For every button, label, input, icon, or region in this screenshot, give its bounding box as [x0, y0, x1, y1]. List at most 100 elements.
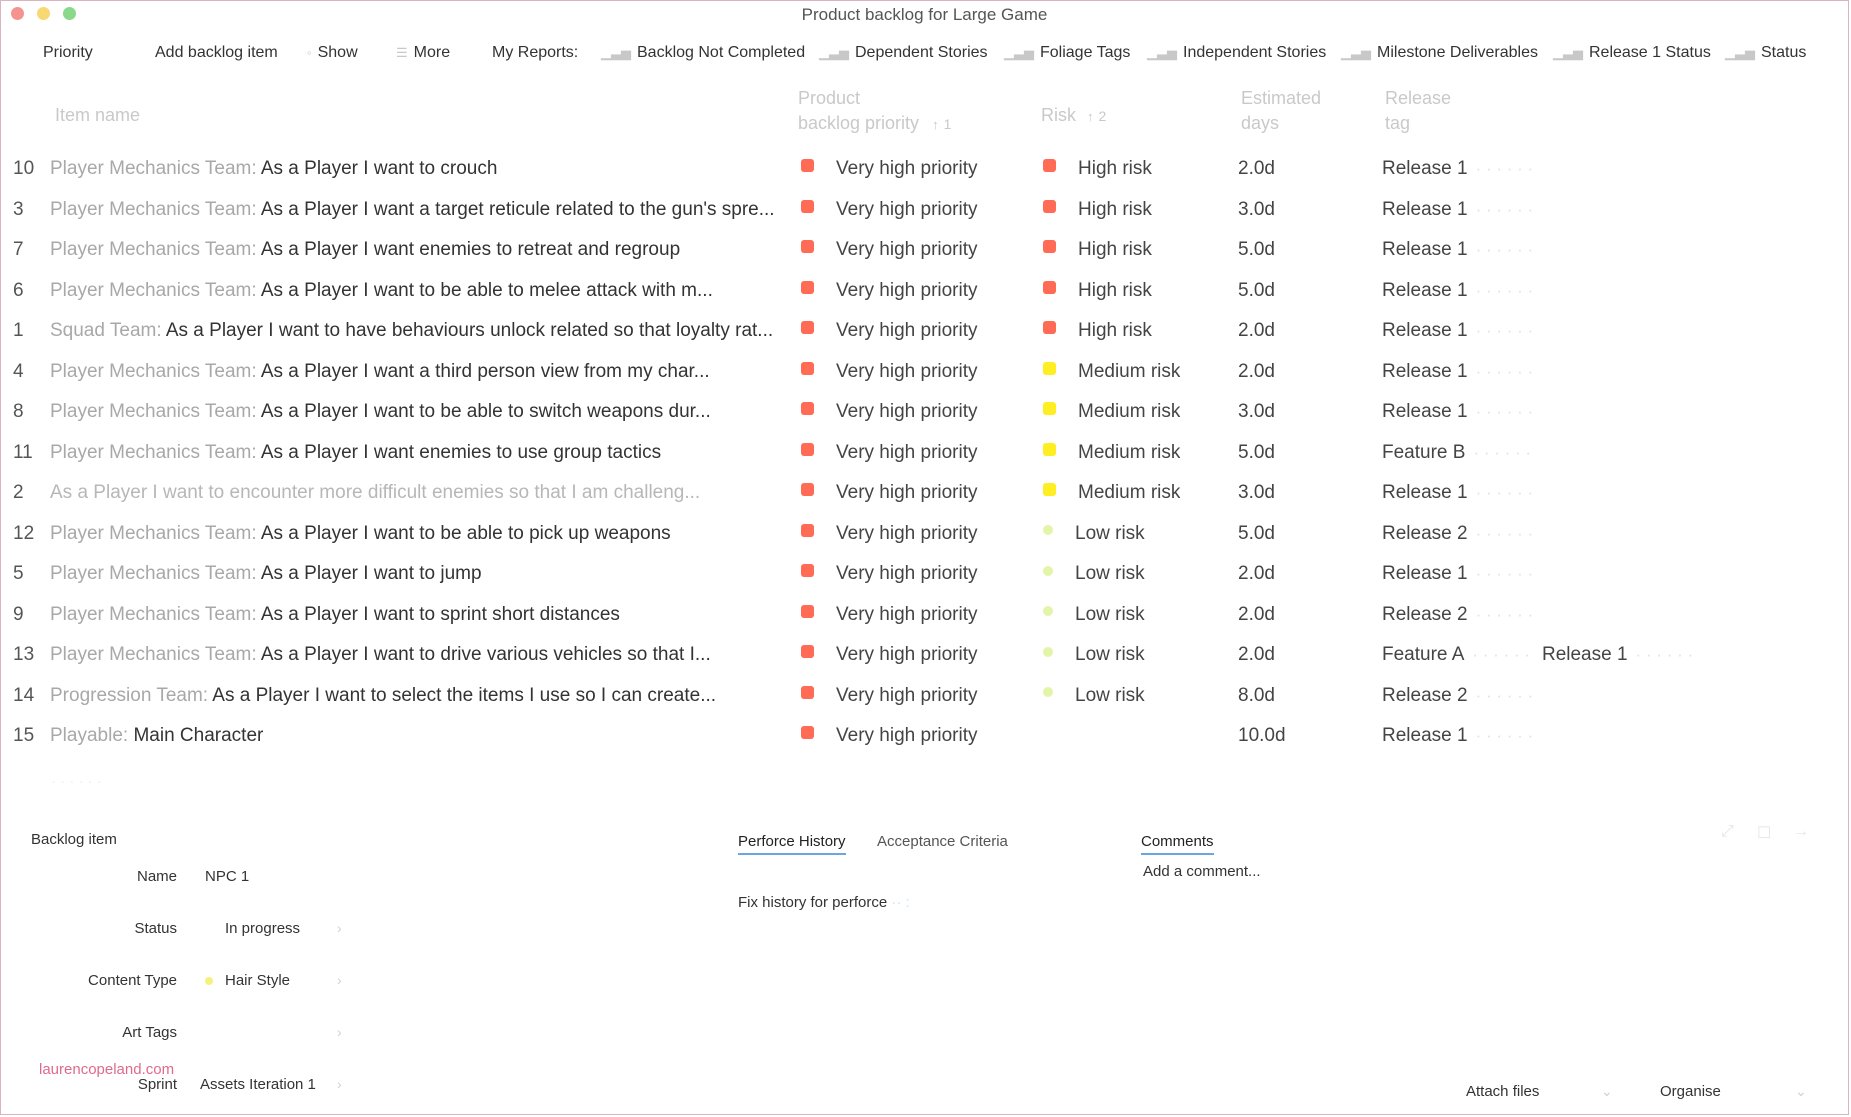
- priority-cell[interactable]: Very high priority: [801, 190, 978, 230]
- chevron-right-icon[interactable]: ›: [337, 920, 342, 936]
- release-tag-cell[interactable]: Release 1 · · · · · ·: [1382, 352, 1545, 392]
- item-name-cell[interactable]: Progression Team: As a Player I want to …: [50, 676, 780, 716]
- estimated-days-cell[interactable]: 2.0d: [1238, 603, 1275, 625]
- field-value-name[interactable]: NPC 1: [205, 868, 250, 885]
- table-row[interactable]: 8 Player Mechanics Team: As a Player I wa…: [1, 392, 1848, 432]
- risk-cell[interactable]: Low risk: [1043, 514, 1145, 554]
- item-name-cell[interactable]: Player Mechanics Team: As a Player I wan…: [50, 514, 780, 554]
- chevron-down-icon[interactable]: ⌄: [1601, 1083, 1613, 1099]
- table-row[interactable]: 12 Player Mechanics Team: As a Player I w…: [1, 514, 1848, 554]
- release-tag-cell[interactable]: Release 1 · · · · · ·: [1382, 311, 1545, 351]
- item-name-cell[interactable]: Player Mechanics Team: As a Player I wan…: [50, 230, 780, 270]
- release-tag-cell[interactable]: Release 2 · · · · · ·: [1382, 676, 1545, 716]
- priority-cell[interactable]: Very high priority: [801, 433, 978, 473]
- release-tag-cell[interactable]: Feature B · · · · · ·: [1382, 433, 1543, 473]
- organise-button[interactable]: Organise: [1660, 1083, 1721, 1100]
- table-row[interactable]: 7 Player Mechanics Team: As a Player I wa…: [1, 230, 1848, 270]
- release-tag-cell[interactable]: Release 1 · · · · · ·: [1382, 190, 1545, 230]
- table-row[interactable]: 2 As a Player I want to encounter more di…: [1, 473, 1848, 513]
- comment-input[interactable]: Add a comment...: [1143, 863, 1261, 880]
- estimated-days-cell[interactable]: 5.0d: [1238, 279, 1275, 301]
- report-status[interactable]: ▁▃▅ Status: [1725, 44, 1806, 62]
- add-backlog-item-button[interactable]: Add backlog item: [155, 44, 278, 61]
- close-window-button[interactable]: [11, 7, 24, 20]
- release-tag-cell[interactable]: Feature A · · · · · · Release 1 · · · · · ·: [1382, 635, 1705, 675]
- more-button[interactable]: ☰ More: [396, 44, 450, 62]
- chevron-right-icon[interactable]: ›: [337, 1076, 342, 1092]
- estimated-days-cell[interactable]: 3.0d: [1238, 198, 1275, 220]
- risk-cell[interactable]: Low risk: [1043, 635, 1145, 675]
- priority-cell[interactable]: Very high priority: [801, 514, 978, 554]
- expand-icon[interactable]: ⤢: [1721, 823, 1734, 840]
- priority-button[interactable]: Priority: [43, 44, 93, 61]
- risk-cell[interactable]: High risk: [1043, 230, 1152, 270]
- chevron-right-icon[interactable]: ›: [337, 1024, 342, 1040]
- item-name-cell[interactable]: Player Mechanics Team: As a Player I wan…: [50, 271, 780, 311]
- column-release-tag[interactable]: Release tag: [1385, 86, 1451, 136]
- estimated-days-cell[interactable]: 5.0d: [1238, 522, 1275, 544]
- tab-acceptance-criteria[interactable]: Acceptance Criteria: [877, 833, 1008, 850]
- risk-cell[interactable]: High risk: [1043, 190, 1152, 230]
- item-name-cell[interactable]: Player Mechanics Team: As a Player I wan…: [50, 352, 780, 392]
- priority-cell[interactable]: Very high priority: [801, 635, 978, 675]
- estimated-days-cell[interactable]: 3.0d: [1238, 401, 1275, 422]
- release-tag-cell[interactable]: Release 2 · · · · · ·: [1382, 595, 1545, 635]
- priority-cell[interactable]: Very high priority: [801, 676, 978, 716]
- table-row[interactable]: 9 Player Mechanics Team: As a Player I wa…: [1, 595, 1848, 635]
- item-name-cell[interactable]: Player Mechanics Team: As a Player I wan…: [50, 190, 780, 230]
- tab-comments[interactable]: Comments: [1141, 833, 1214, 855]
- table-row[interactable]: 10 Player Mechanics Team: As a Player I w…: [1, 149, 1848, 189]
- estimated-days-cell[interactable]: 10.0d: [1238, 725, 1286, 746]
- estimated-days-cell[interactable]: 2.0d: [1238, 320, 1275, 341]
- risk-cell[interactable]: Medium risk: [1043, 352, 1180, 392]
- collapse-icon[interactable]: →: [1793, 823, 1809, 840]
- table-row[interactable]: 6 Player Mechanics Team: As a Player I wa…: [1, 271, 1848, 311]
- chevron-down-icon[interactable]: ⌄: [1795, 1083, 1807, 1099]
- risk-cell[interactable]: Medium risk: [1043, 392, 1180, 432]
- column-estimated-days[interactable]: Estimated days: [1241, 86, 1321, 136]
- item-name-cell[interactable]: Player Mechanics Team: As a Player I wan…: [50, 392, 780, 432]
- estimated-days-cell[interactable]: 2.0d: [1238, 158, 1275, 179]
- risk-cell[interactable]: Medium risk: [1043, 433, 1180, 473]
- release-tag-cell[interactable]: Release 1 · · · · · ·: [1382, 149, 1545, 189]
- table-row[interactable]: 4 Player Mechanics Team: As a Player I wa…: [1, 352, 1848, 392]
- priority-cell[interactable]: Very high priority: [801, 230, 978, 270]
- estimated-days-cell[interactable]: 5.0d: [1238, 239, 1275, 260]
- priority-cell[interactable]: Very high priority: [801, 149, 978, 189]
- field-value-sprint[interactable]: Assets Iteration 1: [200, 1076, 316, 1093]
- risk-cell[interactable]: Low risk: [1043, 595, 1145, 635]
- risk-cell[interactable]: Low risk: [1043, 554, 1145, 594]
- item-name-cell[interactable]: Playable: Main Character: [50, 716, 780, 756]
- risk-cell[interactable]: High risk: [1043, 311, 1152, 351]
- item-name-cell[interactable]: As a Player I want to encounter more dif…: [50, 473, 780, 513]
- field-value-status[interactable]: In progress: [225, 920, 301, 937]
- risk-cell[interactable]: High risk: [1043, 149, 1152, 189]
- estimated-days-cell[interactable]: 8.0d: [1238, 684, 1275, 706]
- column-risk[interactable]: Risk ↑ 2: [1041, 105, 1107, 125]
- priority-cell[interactable]: Very high priority: [801, 392, 978, 432]
- release-tag-cell[interactable]: Release 1 · · · · · ·: [1382, 392, 1545, 432]
- report-backlog-not-completed[interactable]: ▁▃▅ Backlog Not Completed: [601, 44, 805, 62]
- report-foliage-tags[interactable]: ▁▃▅ Foliage Tags: [1004, 44, 1130, 62]
- item-name-cell[interactable]: Player Mechanics Team: As a Player I wan…: [50, 149, 780, 189]
- column-item-name[interactable]: Item name: [55, 105, 141, 125]
- item-name-cell[interactable]: Player Mechanics Team: As a Player I wan…: [50, 433, 780, 473]
- risk-cell[interactable]: High risk: [1043, 271, 1152, 311]
- report-dependent-stories[interactable]: ▁▃▅ Dependent Stories: [819, 44, 988, 62]
- release-tag-cell[interactable]: Release 1 · · · · · ·: [1382, 716, 1545, 756]
- priority-cell[interactable]: Very high priority: [801, 311, 978, 351]
- report-independent-stories[interactable]: ▁▃▅ Independent Stories: [1147, 44, 1326, 62]
- maximize-window-button[interactable]: [63, 7, 76, 20]
- risk-cell[interactable]: Medium risk: [1043, 473, 1180, 513]
- item-name-cell[interactable]: Player Mechanics Team: As a Player I wan…: [50, 595, 780, 635]
- estimated-days-cell[interactable]: 2.0d: [1238, 563, 1275, 584]
- table-row[interactable]: 1 Squad Team: As a Player I want to have …: [1, 311, 1848, 351]
- risk-cell[interactable]: Low risk: [1043, 676, 1145, 716]
- priority-cell[interactable]: Very high priority: [801, 595, 978, 635]
- popout-icon[interactable]: ☐: [1757, 825, 1772, 842]
- priority-cell[interactable]: Very high priority: [801, 554, 978, 594]
- show-button[interactable]: ◦ Show: [307, 44, 358, 62]
- estimated-days-cell[interactable]: 5.0d: [1238, 441, 1275, 463]
- release-tag-cell[interactable]: Release 1 · · · · · ·: [1382, 230, 1545, 270]
- tab-perforce-history[interactable]: Perforce History: [738, 833, 846, 855]
